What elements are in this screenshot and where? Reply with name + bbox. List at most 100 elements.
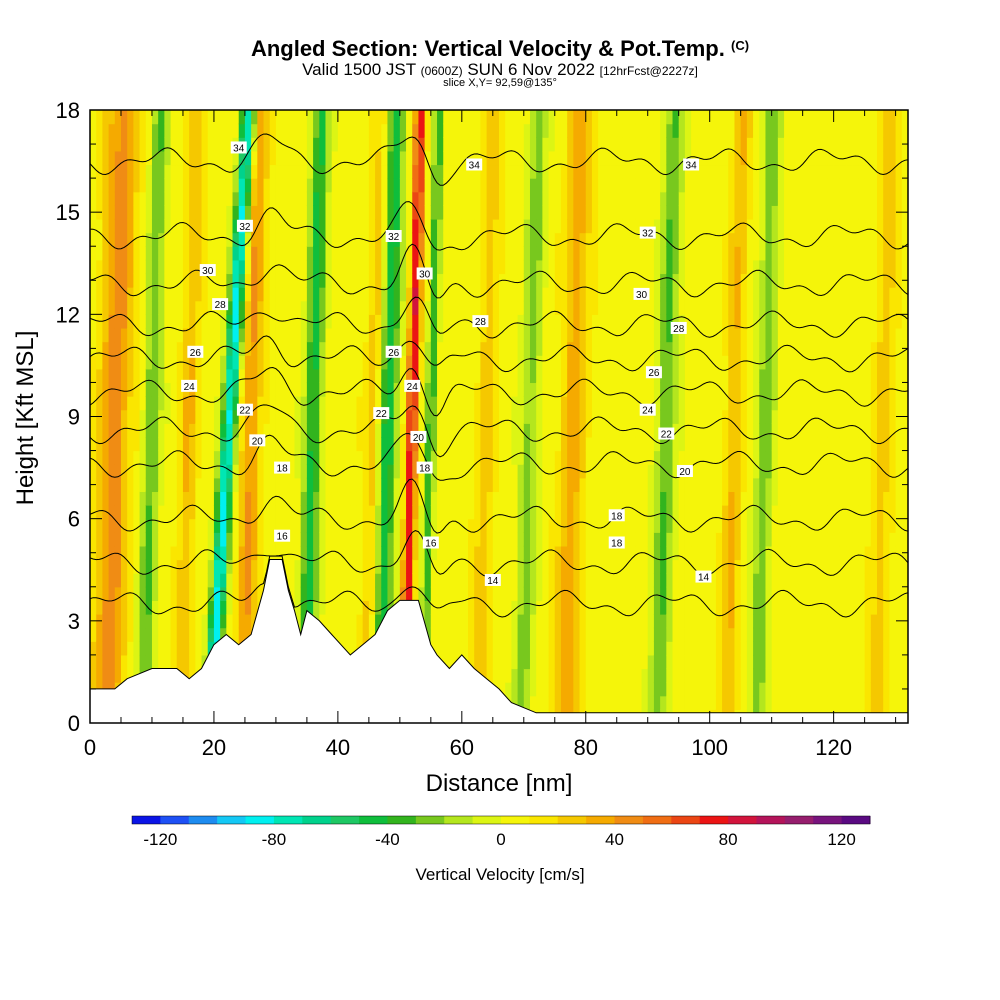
velocity-cell [176,464,184,479]
velocity-cell [406,396,413,411]
velocity-cell [164,627,172,642]
velocity-cell [381,518,389,533]
velocity-cell [529,423,537,438]
velocity-cell [715,232,723,247]
velocity-cell [356,614,364,629]
velocity-cell [238,382,246,397]
velocity-cell [127,423,134,438]
velocity-cell [647,545,655,561]
velocity-cell [418,232,426,247]
velocity-cell [610,396,618,411]
velocity-cell [368,614,376,629]
velocity-cell [523,150,531,166]
velocity-cell [294,491,302,506]
velocity-cell [176,614,184,629]
velocity-cell [740,464,748,479]
velocity-cell [505,341,512,356]
velocity-cell [449,600,457,615]
velocity-cell [585,368,593,384]
velocity-cell [697,327,705,343]
velocity-cell [418,518,426,533]
velocity-cell [232,477,240,493]
velocity-cell [412,559,420,574]
velocity-cell [102,246,110,261]
velocity-cell [282,218,289,234]
velocity-cell [226,436,234,452]
velocity-cell [189,627,196,642]
velocity-cell [108,600,116,615]
velocity-cell [604,273,612,288]
velocity-cell [474,477,482,493]
velocity-cell [486,409,494,424]
velocity-cell [604,545,612,561]
velocity-cell [529,314,537,329]
velocity-cell [697,314,705,329]
velocity-cell [691,191,698,206]
velocity-cell [282,205,289,220]
velocity-cell [449,327,457,343]
velocity-cell [257,545,265,561]
velocity-cell [610,518,618,533]
velocity-cell [102,450,110,465]
velocity-cell [536,232,543,247]
velocity-cell [437,409,444,424]
velocity-cell [282,314,289,329]
velocity-cell [356,600,364,615]
velocity-cell [647,110,655,125]
velocity-cell [740,654,748,670]
velocity-cell [300,246,308,261]
velocity-cell [709,246,717,261]
velocity-cell [120,205,128,220]
velocity-cell [715,205,723,220]
velocity-cell [635,327,643,343]
velocity-cell [672,246,680,261]
velocity-cell [449,205,457,220]
velocity-cell [629,341,636,356]
velocity-cell [213,505,221,520]
velocity-cell [480,178,488,193]
velocity-cell [660,436,667,452]
velocity-cell [387,246,395,261]
velocity-cell [127,123,134,138]
velocity-cell [461,641,469,656]
velocity-cell [505,409,512,424]
velocity-cell [213,355,221,370]
velocity-cell [511,218,519,234]
velocity-cell [486,450,494,465]
velocity-cell [598,232,605,247]
velocity-cell [375,341,382,356]
velocity-cell [529,505,537,520]
velocity-cell [474,641,482,656]
velocity-cell [672,164,680,179]
velocity-cell [740,586,748,601]
velocity-cell [746,287,754,302]
velocity-cell [313,559,320,574]
velocity-cell [406,137,413,152]
velocity-cell [591,477,599,493]
velocity-cell [387,396,395,411]
velocity-cell [684,586,692,601]
velocity-cell [647,423,655,438]
velocity-cell [629,232,636,247]
velocity-cell [251,150,258,166]
velocity-cell [480,654,488,670]
velocity-cell [288,491,296,506]
velocity-cell [573,137,581,152]
velocity-cell [703,491,711,506]
velocity-cell [127,477,134,493]
velocity-cell [393,382,401,397]
velocity-cell [443,191,451,206]
velocity-cell [591,505,599,520]
velocity-cell [517,668,525,683]
velocity-cell [591,627,599,642]
velocity-cell [176,327,184,343]
velocity-cell [616,246,624,261]
velocity-cell [740,450,748,465]
velocity-cell [201,573,209,588]
velocity-cell [560,164,568,179]
velocity-cell [263,382,271,397]
velocity-cell [375,123,382,138]
velocity-cell [629,573,636,588]
velocity-cell [300,164,308,179]
velocity-cell [715,218,723,234]
